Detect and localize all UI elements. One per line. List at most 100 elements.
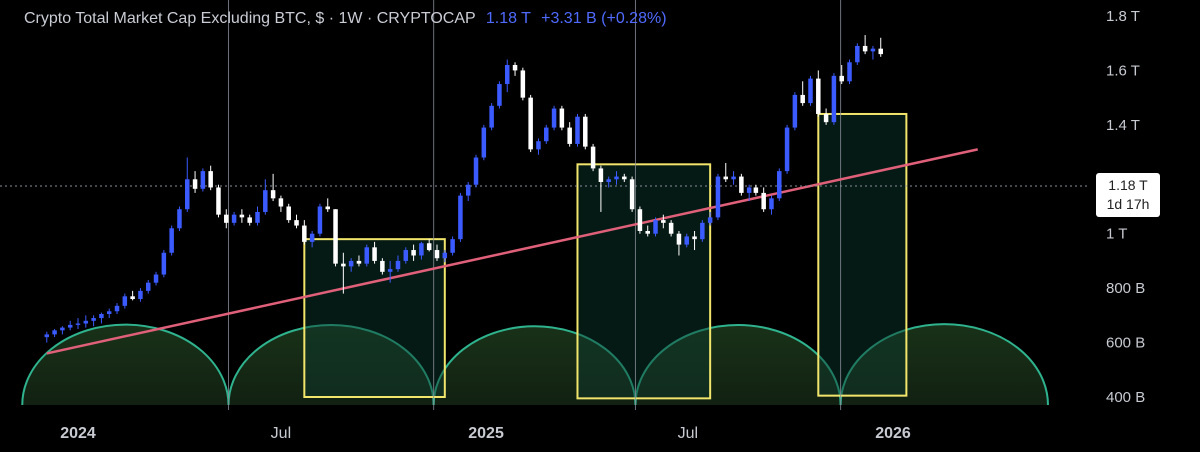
candle-body — [434, 250, 440, 259]
candle-body — [504, 64, 510, 85]
bar-countdown: 1d 17h — [1106, 196, 1150, 212]
candle-body — [684, 236, 689, 245]
candle-body — [395, 260, 401, 270]
candle-body — [668, 222, 674, 234]
candle-body — [91, 318, 96, 321]
candle-body — [161, 252, 167, 275]
candle-body — [731, 176, 736, 180]
candle-body — [75, 323, 81, 325]
candle-body — [598, 168, 604, 183]
candle-body — [878, 48, 883, 55]
candle-body — [458, 195, 463, 240]
cycle-arc-fill — [22, 324, 229, 405]
candle-body — [661, 220, 666, 223]
chart-symbol: Crypto Total Market Cap Excluding BTC, $… — [24, 10, 476, 27]
candle-body — [590, 146, 596, 169]
candle-body — [185, 179, 190, 210]
candle-body — [169, 228, 174, 253]
candle-body — [707, 217, 713, 223]
candle-body — [792, 94, 798, 128]
candle-body — [715, 176, 721, 218]
candle-body — [341, 263, 346, 267]
candle-body — [870, 48, 876, 52]
candle-body — [481, 127, 487, 158]
candle-body — [700, 222, 705, 240]
y-tick-label: 600 B — [1106, 335, 1145, 352]
candle-body — [200, 171, 206, 189]
candle-body — [489, 105, 494, 128]
candle-body — [216, 187, 221, 215]
cycle-arcs-layer — [21, 323, 1049, 406]
candle-body — [497, 84, 502, 106]
candle-body — [816, 78, 821, 114]
candle-body — [231, 214, 237, 223]
highlight-box — [817, 112, 908, 397]
candle-body — [239, 214, 245, 218]
cycle-arc — [227, 324, 435, 406]
candle-body — [465, 184, 471, 196]
x-tick-label: 2024 — [60, 425, 96, 442]
candle-body — [356, 260, 362, 264]
candle-body — [387, 269, 393, 272]
candle-body — [122, 296, 128, 306]
candle-body — [60, 327, 65, 331]
candle-body — [629, 179, 635, 210]
candle-body — [411, 250, 416, 256]
candle-body — [784, 127, 790, 172]
highlight-box — [576, 163, 712, 400]
candle-body — [551, 108, 557, 128]
candle-body — [278, 198, 284, 207]
y-tick-label: 1.4 T — [1106, 117, 1140, 134]
y-tick-label: 400 B — [1106, 389, 1145, 406]
highlight-boxes-layer — [303, 112, 908, 400]
candle-body — [130, 296, 135, 300]
candle-body — [753, 187, 759, 193]
candle-body — [862, 45, 868, 52]
candle-body — [114, 305, 120, 312]
candle-body — [450, 239, 455, 253]
cycle-arc-fill — [840, 324, 1048, 405]
candle-body — [512, 64, 518, 71]
candle-body — [847, 62, 852, 82]
candle-body — [145, 282, 151, 291]
chart-title: Crypto Total Market Cap Excluding BTC, $… — [24, 10, 667, 28]
candle-body — [83, 320, 89, 324]
x-tick-label: 2026 — [875, 425, 911, 442]
x-tick-label: Jul — [271, 425, 291, 442]
candle-body — [777, 171, 782, 199]
candle-body — [333, 209, 338, 264]
candle-body — [317, 206, 323, 234]
y-tick-label: 1.6 T — [1106, 62, 1140, 79]
last-price-value: 1.18 T — [1108, 177, 1148, 193]
y-tick-label: 800 B — [1106, 280, 1145, 297]
cycle-arc — [839, 323, 1049, 406]
candle-body — [106, 311, 112, 314]
candle-body — [823, 113, 829, 123]
candle-body — [294, 220, 299, 226]
candle-body — [270, 190, 276, 199]
y-tick-label: 1 T — [1106, 226, 1127, 243]
candle-body — [442, 252, 448, 259]
candle-body — [831, 75, 837, 123]
candle-body — [192, 179, 198, 189]
highlight-box — [303, 238, 446, 398]
candle-body — [473, 157, 479, 185]
candle-body — [426, 243, 432, 251]
candle-body — [138, 290, 143, 300]
candle-body — [622, 176, 627, 180]
candle-body — [348, 260, 354, 267]
cycle-arc-fill — [228, 324, 434, 405]
cycle-arc — [634, 324, 842, 406]
last-price-label: 1.18 T 1d 17h — [1096, 173, 1160, 217]
candle-body — [372, 247, 377, 261]
candle-body — [676, 233, 682, 245]
candle-body — [67, 324, 73, 328]
candle-body — [637, 209, 643, 231]
candle-body — [419, 243, 424, 256]
candle-body — [99, 313, 104, 319]
candle-body — [653, 220, 658, 234]
candle-body — [739, 176, 744, 193]
candle-body — [575, 116, 580, 144]
